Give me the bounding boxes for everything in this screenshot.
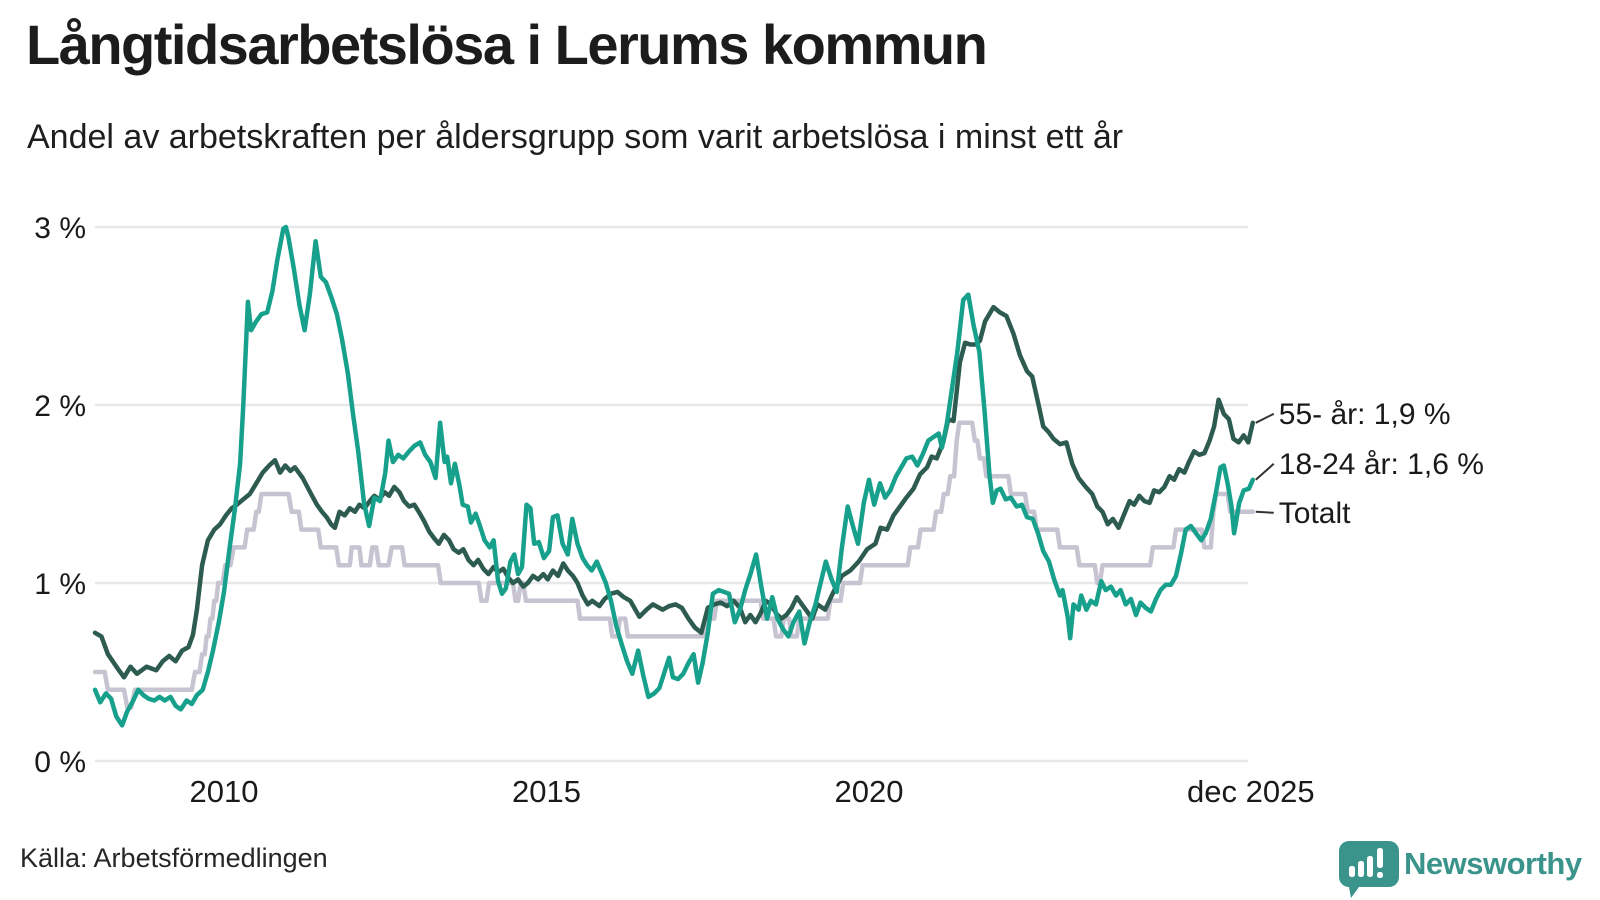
label-leader-line (1255, 510, 1274, 514)
x-tick-label: 2010 (190, 774, 259, 809)
bar-chart-icon (1367, 856, 1373, 877)
page-title: Långtidsarbetslösa i Lerums kommun (26, 13, 988, 76)
series-line-18-24 år (92, 224, 1256, 728)
series-label-18-24 år: 18-24 år: 1,6 % (1279, 448, 1484, 481)
label-leader-line (1255, 412, 1275, 424)
exclamation-icon (1377, 872, 1383, 878)
x-tick-label: 2015 (512, 774, 581, 809)
series-lines (92, 224, 1256, 728)
bar-chart-icon (1349, 866, 1355, 877)
series-label-Totalt: Totalt (1279, 497, 1351, 530)
exclamation-icon (1377, 848, 1383, 868)
series-end-labels: 55- år: 1,9 % 18-24 år: 1,6 % Totalt (1255, 398, 1484, 530)
series-line-Totalt (92, 420, 1256, 710)
label-leader-line (1255, 463, 1275, 481)
y-tick-label: 2 % (34, 390, 86, 423)
y-tick-label: 0 % (34, 746, 86, 779)
newsworthy-wordmark: Newsworthy (1404, 846, 1582, 881)
y-tick-label: 1 % (34, 568, 86, 601)
newsworthy-logo[interactable]: Newsworthy (1337, 838, 1587, 900)
x-tick-label: 2020 (835, 774, 904, 809)
series-line-55- år (92, 304, 1256, 680)
series-label-55- år: 55- år: 1,9 % (1279, 398, 1451, 431)
y-tick-label: 3 % (34, 212, 86, 245)
axis-labels: 3 % 2 % 1 % 0 % 2010 2015 2020 dec 2025 (34, 212, 1314, 809)
page-subtitle: Andel av arbetskraften per åldersgrupp s… (27, 118, 1124, 156)
source-caption: Källa: Arbetsförmedlingen (20, 843, 328, 873)
bar-chart-icon (1358, 861, 1364, 877)
x-tick-label: dec 2025 (1187, 774, 1315, 809)
newsworthy-logo-icon (1339, 841, 1399, 898)
